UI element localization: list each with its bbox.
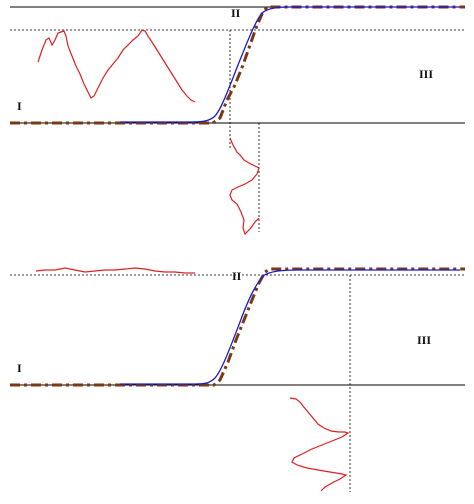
bottom-panel-step-model: [10, 267, 465, 387]
bottom-panel-region-label-middle: II: [232, 269, 242, 283]
bottom-panel-region-label-left: I: [17, 361, 22, 375]
top-panel-region-label-right: III: [419, 67, 433, 81]
top-panel-upper-profile: [37, 29, 196, 103]
top-panel-lower-profile: [229, 137, 260, 236]
panel-top: I II III: [10, 5, 465, 236]
top-panel-region-label-middle: II: [231, 6, 241, 20]
top-panel-fit-curve: [120, 6, 460, 123]
bottom-panel-lower-profile: [289, 397, 350, 492]
panel-bottom: I II III: [10, 267, 465, 492]
bottom-panel-upper-profile: [35, 267, 195, 274]
bottom-panel-fit-curve: [120, 269, 460, 385]
bottom-panel-region-label-right: III: [417, 333, 431, 347]
top-panel-region-label-left: I: [17, 99, 22, 113]
